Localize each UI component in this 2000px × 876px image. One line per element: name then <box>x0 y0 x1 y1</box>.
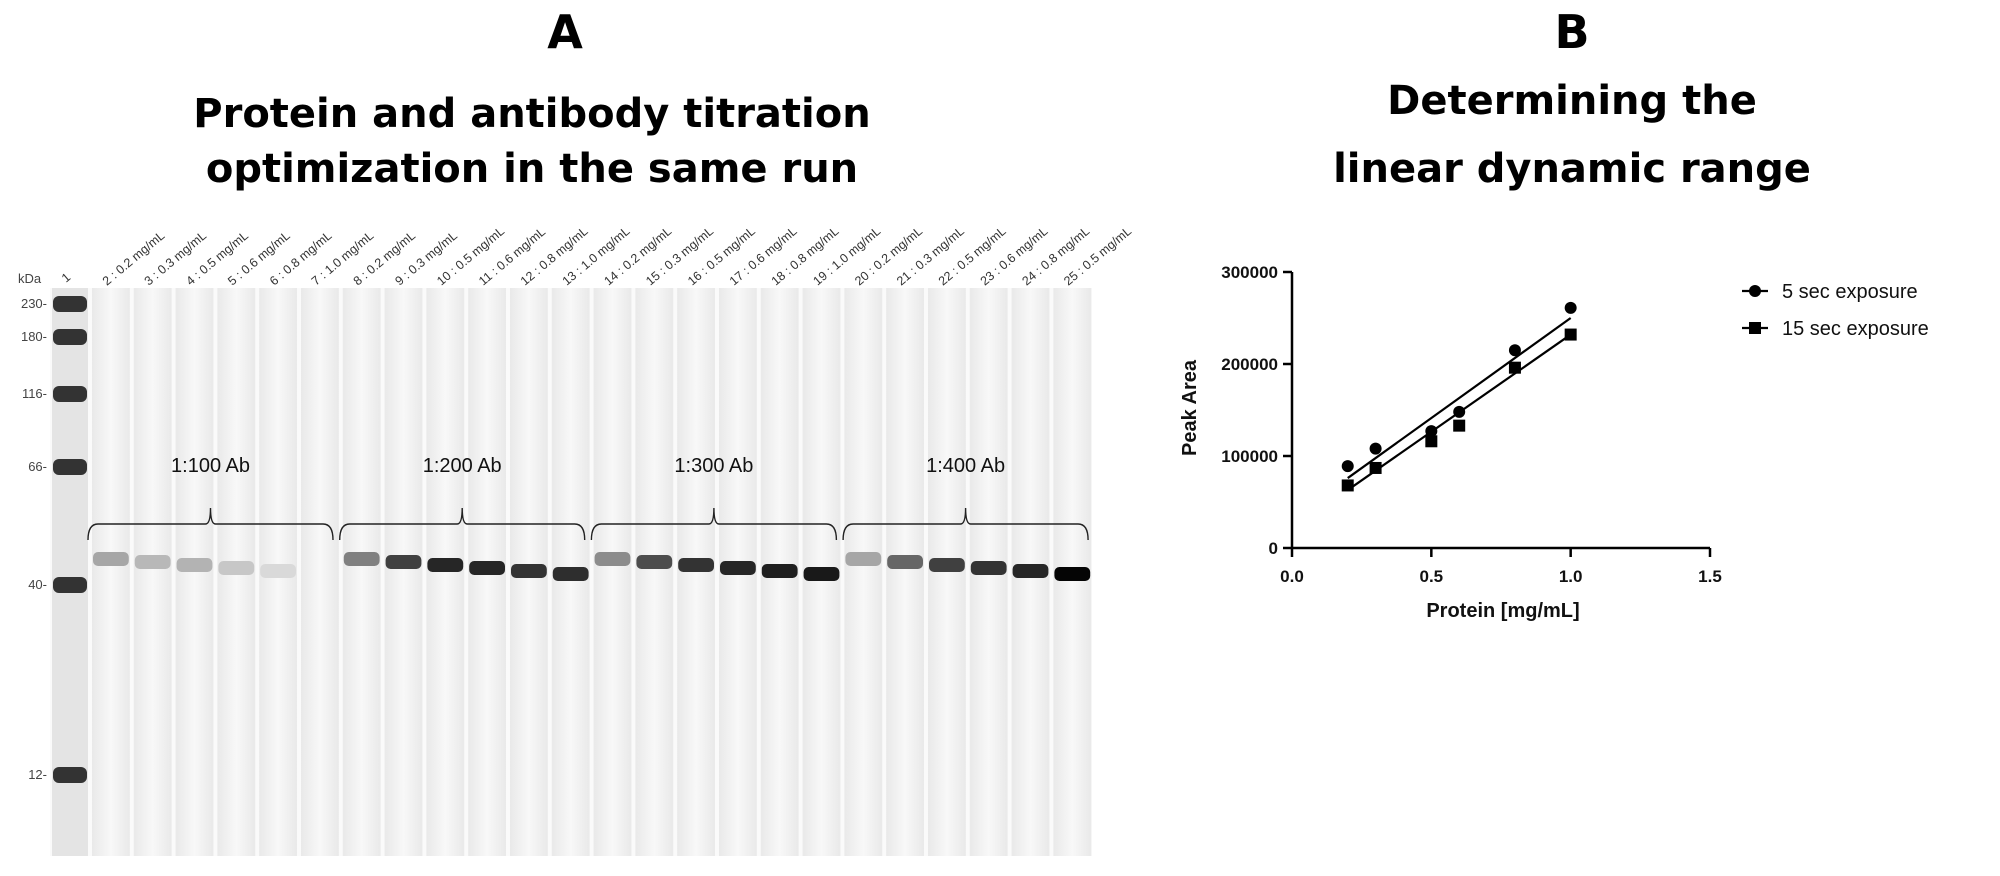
lane-22-band <box>929 558 965 572</box>
point-series-2-4 <box>1453 419 1466 432</box>
point-series-1-5 <box>1508 344 1521 357</box>
y-tick-label-1: 100000 <box>1221 447 1278 466</box>
chart-legend: 5 sec exposure 15 sec exposure <box>1742 281 1929 340</box>
point-series-1-3 <box>1425 425 1438 438</box>
lane-7-background <box>301 288 339 856</box>
point-series-2-6 <box>1564 328 1577 341</box>
lane-18-band <box>761 564 798 578</box>
panel-b-title-line-1: Determining the <box>1387 78 1757 124</box>
point-series-2-2 <box>1369 461 1382 474</box>
x-tick-label-0: 0.0 <box>1280 567 1304 586</box>
group-label-4: 1:400 Ab <box>926 455 1005 477</box>
y-tick-label-3: 300000 <box>1221 263 1278 282</box>
lane-16-band <box>678 558 714 572</box>
ladder-lane <box>52 288 88 856</box>
x-tick-label-3: 1.5 <box>1698 567 1722 586</box>
group-bracket-1 <box>87 507 334 541</box>
lane-9-band <box>385 555 422 569</box>
lane-9-background <box>384 288 423 856</box>
lane-25-band <box>1054 567 1091 581</box>
group-bracket-3 <box>590 507 838 541</box>
lane-10-band <box>427 558 464 572</box>
lane-6-band <box>260 564 296 578</box>
gel-lanes <box>92 288 1092 856</box>
lane-14-background <box>593 288 632 856</box>
group-label-3: 1:300 Ab <box>674 455 753 477</box>
legend-marker-2 <box>1749 322 1761 334</box>
lane-11-band <box>469 561 505 575</box>
ladder-marker-116: 116- <box>22 386 47 401</box>
lane-8-band <box>343 552 380 566</box>
lane-3-band <box>134 555 171 569</box>
panel-b-title-line-2: linear dynamic range <box>1333 146 1811 192</box>
lane-5-band <box>218 561 255 575</box>
lane-20-band <box>845 552 882 566</box>
lane-15-background <box>635 288 674 856</box>
legend-marker-1 <box>1749 285 1761 297</box>
kda-label: kDa <box>18 271 42 286</box>
group-label-2: 1:200 Ab <box>423 455 502 477</box>
point-series-1-1 <box>1341 460 1354 473</box>
lane-15-band <box>636 555 673 569</box>
point-series-1-4 <box>1453 405 1466 418</box>
y-tick-label-2: 200000 <box>1221 355 1278 374</box>
panel-b-letter: B <box>1554 5 1589 59</box>
lane-17-band <box>720 561 756 575</box>
x-tick-label-2: 1.0 <box>1559 567 1583 586</box>
lane-21-background <box>886 288 924 856</box>
lane-3-background <box>133 288 172 856</box>
ladder-marker-labels: 230- 180- 116- 66- 40- 12- <box>21 296 47 782</box>
ladder-marker-230: 230- <box>21 296 47 311</box>
ladder-marker-12: 12- <box>28 767 47 782</box>
legend-label-1: 5 sec exposure <box>1782 281 1918 303</box>
lane-2-background <box>92 288 130 856</box>
point-series-2-5 <box>1508 361 1521 374</box>
group-bracket-4 <box>842 507 1089 541</box>
ladder-lane-background <box>52 288 88 856</box>
linear-range-chart: 0.0 0.5 1.0 1.5 0 100000 200000 300000 Protein … <box>1179 263 1929 622</box>
panel-a-title-line-1: Protein and antibody titration <box>193 91 870 137</box>
group-bracket-2 <box>339 507 586 541</box>
lane-21-band <box>887 555 923 569</box>
lane-24-band <box>1012 564 1049 578</box>
panel-a-title-line-2: optimization in the same run <box>206 146 858 192</box>
lane-20-background <box>844 288 883 856</box>
ladder-band-40 <box>53 577 87 593</box>
gel-image: 230- 180- 116- 66- 40- 12- kDa 1 2 : 0.2 mg/m… <box>18 224 1134 856</box>
lane-19-band <box>803 567 840 581</box>
group-label-1: 1:100 Ab <box>171 455 250 477</box>
lane-labels: 2 : 0.2 mg/mL3 : 0.3 mg/mL4 : 0.5 mg/mL5… <box>100 224 1134 288</box>
lane-14-band <box>594 552 631 566</box>
lane-23-band <box>970 561 1007 575</box>
ladder-lane-label: 1 <box>59 270 73 285</box>
chart-axes: 0.0 0.5 1.0 1.5 0 100000 200000 300000 <box>1221 263 1722 586</box>
ladder-band-116 <box>53 386 87 402</box>
point-series-2-3 <box>1425 435 1438 448</box>
lane-12-band <box>511 564 547 578</box>
ladder-band-180 <box>53 329 87 345</box>
lane-8-background <box>342 288 381 856</box>
ladder-marker-66: 66- <box>28 459 47 474</box>
point-series-2-1 <box>1341 479 1354 492</box>
fit-line-series-1 <box>1347 317 1572 479</box>
x-tick-label-1: 0.5 <box>1420 567 1444 586</box>
y-tick-label-0: 0 <box>1269 539 1278 558</box>
point-series-1-6 <box>1564 301 1577 314</box>
ladder-marker-40: 40- <box>28 577 47 592</box>
ladder-band-230 <box>53 296 87 312</box>
ladder-band-66 <box>53 459 87 475</box>
y-axis-label: Peak Area <box>1179 359 1201 456</box>
panel-a-letter: A <box>547 5 583 59</box>
lane-13-band <box>552 567 589 581</box>
point-series-1-2 <box>1369 442 1382 455</box>
lane-4-band <box>176 558 213 572</box>
ladder-band-12 <box>53 767 87 783</box>
ladder-marker-180: 180- <box>21 329 47 344</box>
data-points <box>1341 301 1577 492</box>
lane-2-band <box>93 552 129 566</box>
group-brackets: 1:100 Ab 1:200 Ab 1:300 Ab 1:400 Ab <box>87 455 1089 541</box>
x-axis-label: Protein [mg/mL] <box>1426 600 1579 622</box>
legend-label-2: 15 sec exposure <box>1782 318 1929 340</box>
